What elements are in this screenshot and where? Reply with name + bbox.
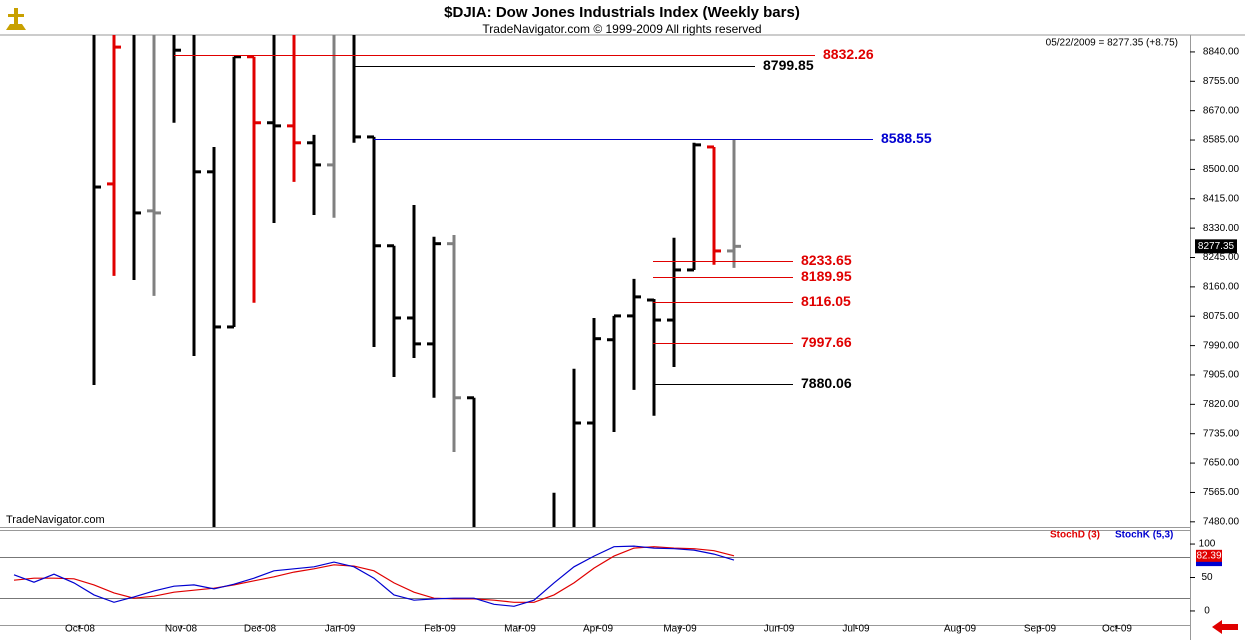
y-tick-label: 7905.00 [1203,370,1240,381]
level-label: 8189.95 [801,268,852,284]
y-tick-label: 7990.00 [1203,340,1240,351]
y-tick-label: 0 [1204,606,1210,617]
y-tick-label: 7820.00 [1203,399,1240,410]
overlay: 8840.00 8755.00 8670.00 8585.00 8500.00 8415.… [65,46,1240,634]
y-tick-label: 8415.00 [1203,193,1240,204]
x-tick-label: Oct-08 [65,624,95,635]
y-tick-label: 8500.00 [1203,164,1240,175]
level-label: 8116.05 [801,293,851,309]
x-tick-label: Jan-09 [325,624,356,635]
x-tick-label: May-09 [663,624,697,635]
x-tick-label: Apr-09 [583,624,613,635]
y-tick-label: 7735.00 [1203,428,1240,439]
x-tick-label: Jul-09 [842,624,870,635]
level-label: 8233.65 [801,252,852,268]
last-value-box [1196,549,1222,562]
legend-entry: StochD (3) [1050,530,1100,541]
last-value-label: 82.39 [1196,550,1221,561]
stoch-line [13,545,735,607]
y-tick-label: 50 [1201,572,1213,583]
level-label: 8588.55 [881,130,932,146]
chart-title: $DJIA: Dow Jones Industrials Index (Week… [444,4,800,21]
y-tick-label: 8840.00 [1203,47,1240,58]
scroll-arrow[interactable] [1212,620,1238,634]
level-label: 7880.06 [801,375,852,391]
price-plot [92,35,741,527]
last-price-box [1195,239,1237,254]
y-tick-label: 7480.00 [1203,516,1240,527]
y-tick-label: 8585.00 [1203,135,1240,146]
chart-subtitle: TradeNavigator.com © 1999-2009 All right… [482,22,761,36]
y-tick-label: 7565.00 [1203,487,1240,498]
y-tick-label: 100 [1199,539,1216,550]
stoch-plot [0,545,1190,607]
x-tick-label: Sep-09 [1024,624,1057,635]
level-label: 8832.26 [823,46,874,62]
quote: 05/22/2009 = 8277.35 (+8.75) [1046,38,1178,49]
watermark: TradeNavigator.com [6,514,105,526]
x-tick-label: Aug-09 [944,624,977,635]
x-tick-label: Dec-08 [244,624,277,635]
x-tick-label: Mar-09 [504,624,536,635]
x-tick-label: Nov-08 [165,624,198,635]
level-label: 8799.85 [763,57,814,73]
y-tick-label: 7650.00 [1203,458,1240,469]
level-label: 7997.66 [801,334,852,350]
axis-panel [1190,35,1245,640]
y-tick-label: 8330.00 [1203,223,1240,234]
stoch-line [13,546,735,603]
last-price-label: 8277.35 [1198,241,1235,252]
logo [6,8,26,30]
y-tick-label: 8755.00 [1203,76,1240,87]
y-tick-label: 8075.00 [1203,311,1240,322]
y-tick-label: 8245.00 [1203,252,1240,263]
x-tick-label: Feb-09 [424,624,456,635]
y-tick-label: 8670.00 [1203,105,1240,116]
y-tick-label: 8160.00 [1203,282,1240,293]
legend-entry: StochK (5,3) [1115,530,1173,541]
x-tick-label: Jun-09 [764,624,795,635]
x-tick-label: Oct-09 [1102,624,1132,635]
